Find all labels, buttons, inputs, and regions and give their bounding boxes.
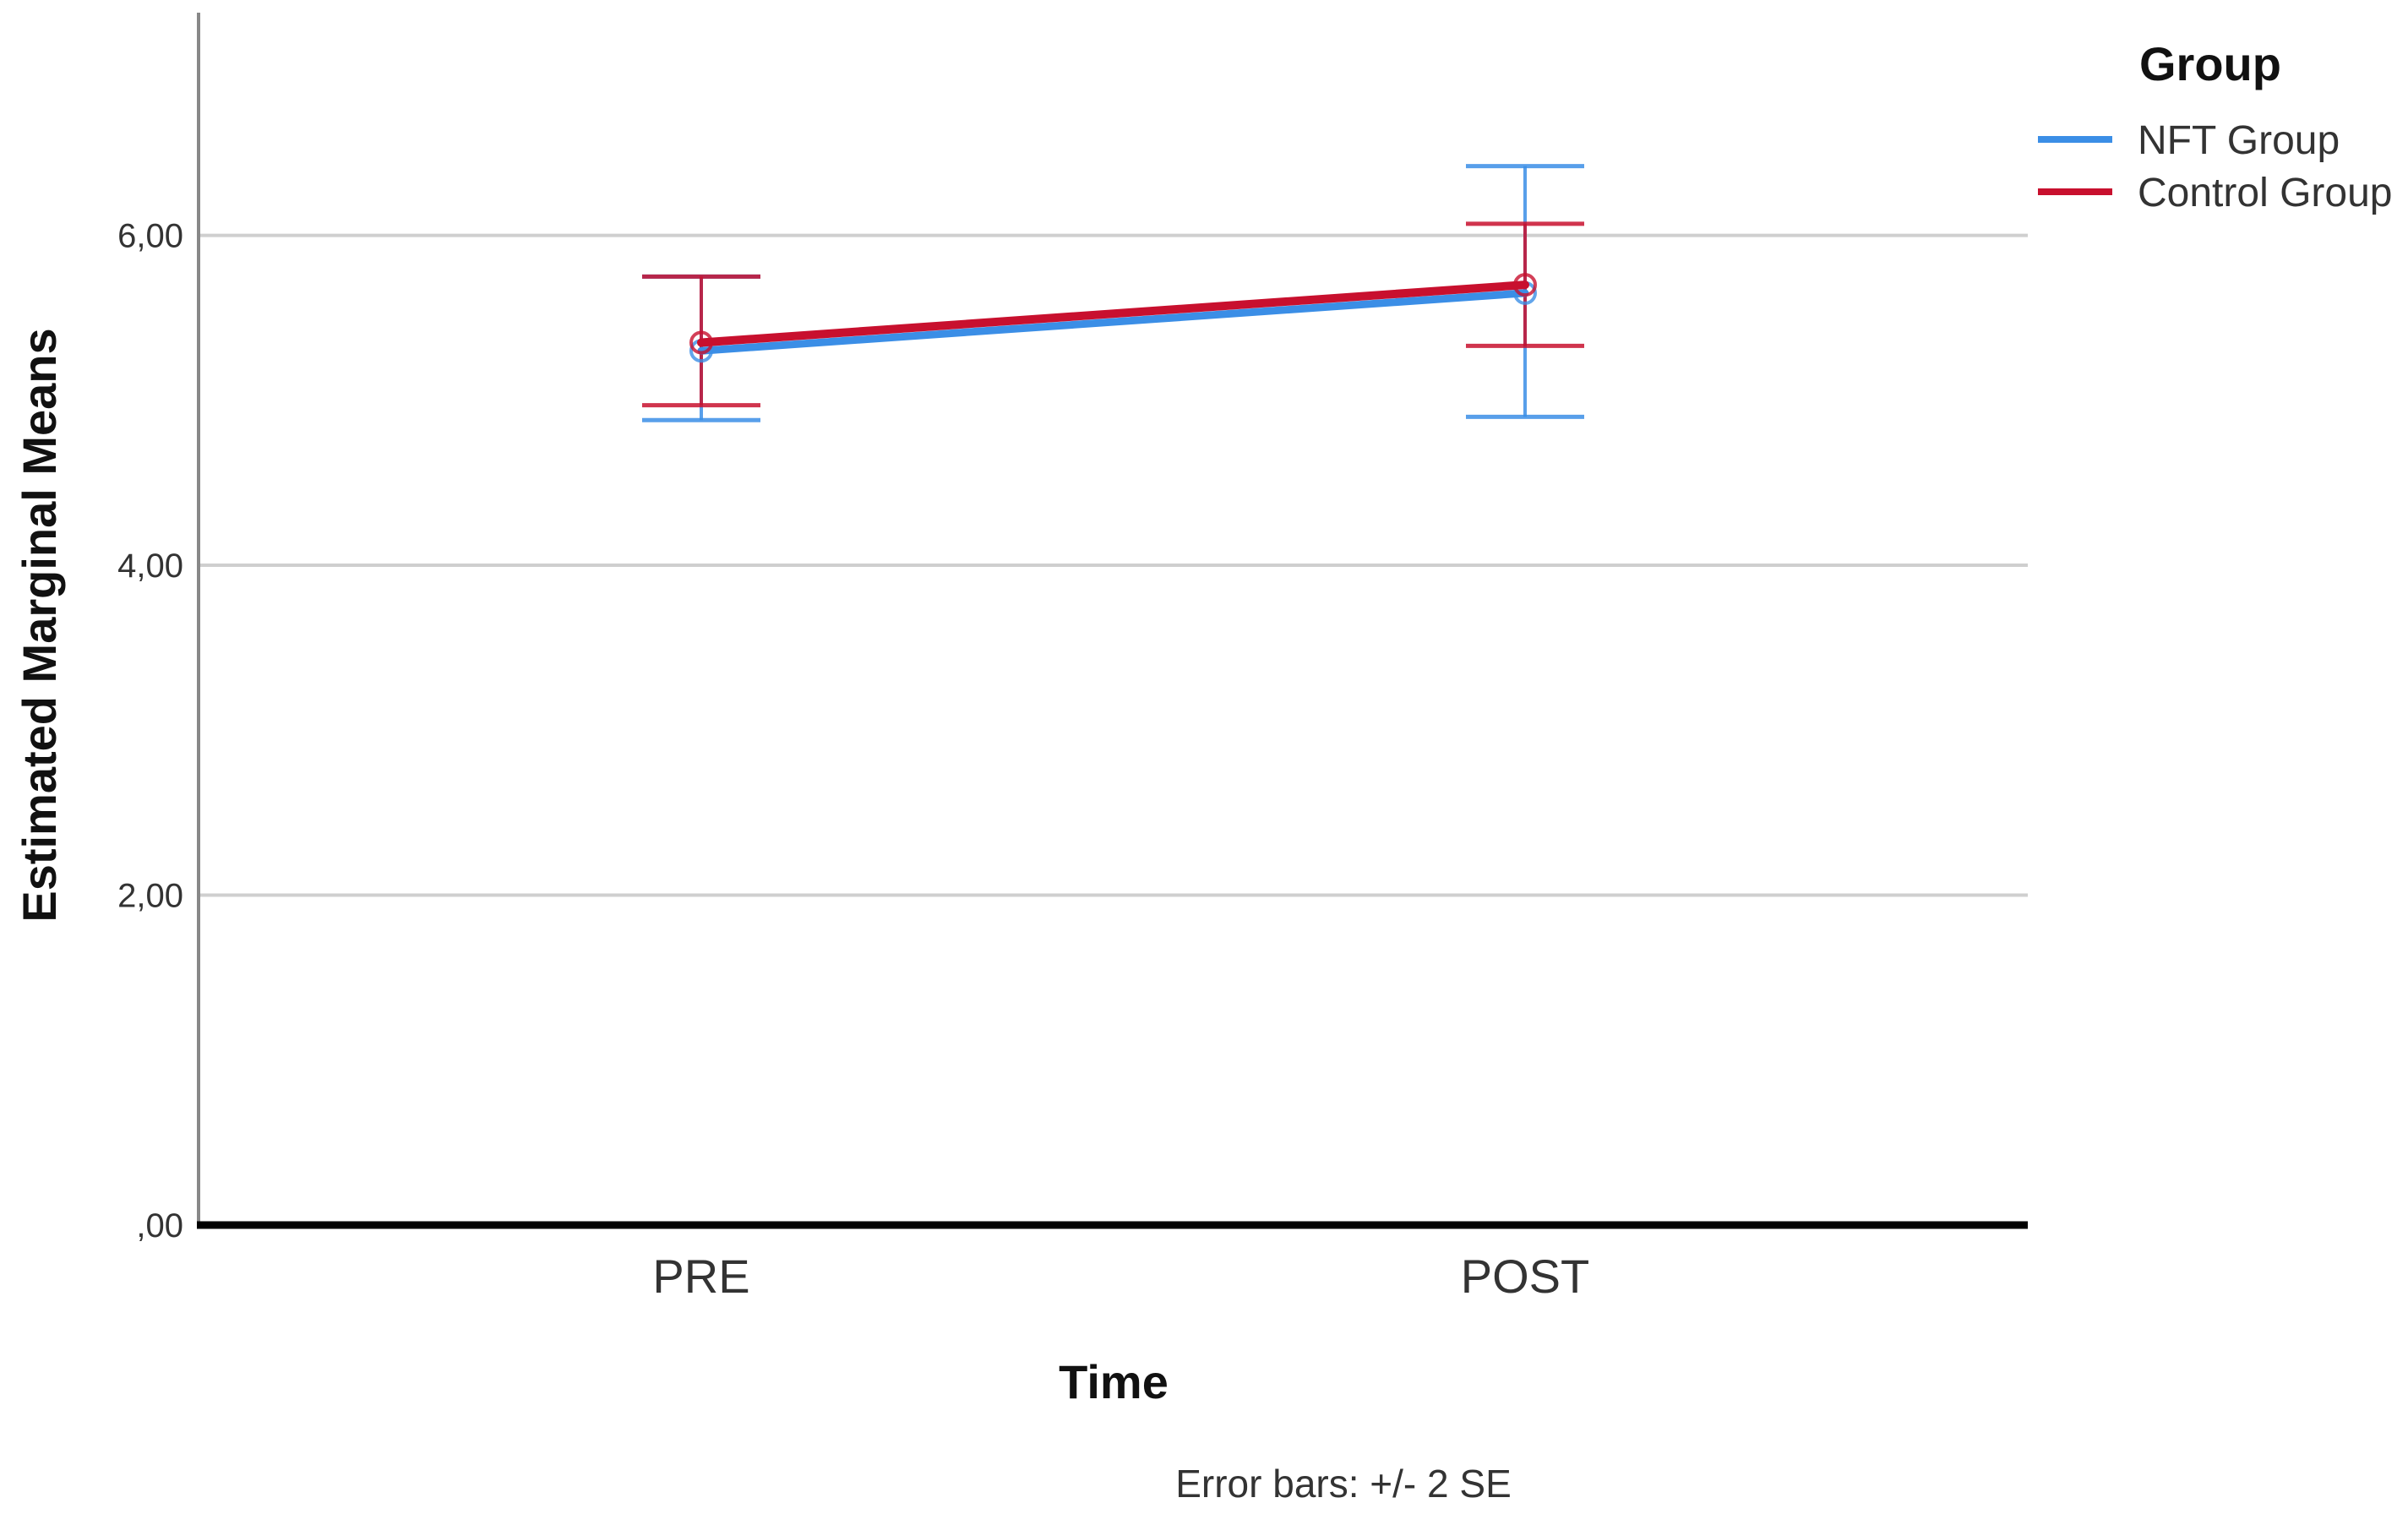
data-point [1513, 273, 1537, 297]
y-axis-title: Estimated Marginal Means [13, 328, 66, 922]
legend-items: NFT Group Control Group [2038, 118, 2392, 215]
series-line [697, 289, 1529, 355]
x-tick-label: PRE [652, 1250, 749, 1303]
x-axis-title: Time [1059, 1355, 1169, 1408]
footnote: Error bars: +/- 2 SE [1175, 1462, 1512, 1506]
data-point [689, 330, 713, 355]
y-tick-label: 4,00 [117, 547, 183, 585]
legend-label: NFT Group [2138, 118, 2340, 163]
x-tick-label: POST [1461, 1250, 1589, 1303]
y-tick-label: ,00 [136, 1207, 183, 1244]
series-line [697, 280, 1529, 347]
legend: Group NFT Group Control Group [2038, 37, 2392, 215]
gridlines [199, 233, 2028, 897]
legend-label: Control Group [2138, 171, 2392, 215]
legend-title: Group [2139, 37, 2281, 90]
axes [197, 13, 2028, 1229]
y-tick-labels: ,00 2,00 4,00 6,00 [117, 218, 183, 1244]
x-tick-labels: PRE POST [652, 1250, 1589, 1303]
y-tick-label: 6,00 [117, 218, 183, 255]
series-lines [689, 273, 1537, 363]
y-tick-label: 2,00 [117, 878, 183, 915]
